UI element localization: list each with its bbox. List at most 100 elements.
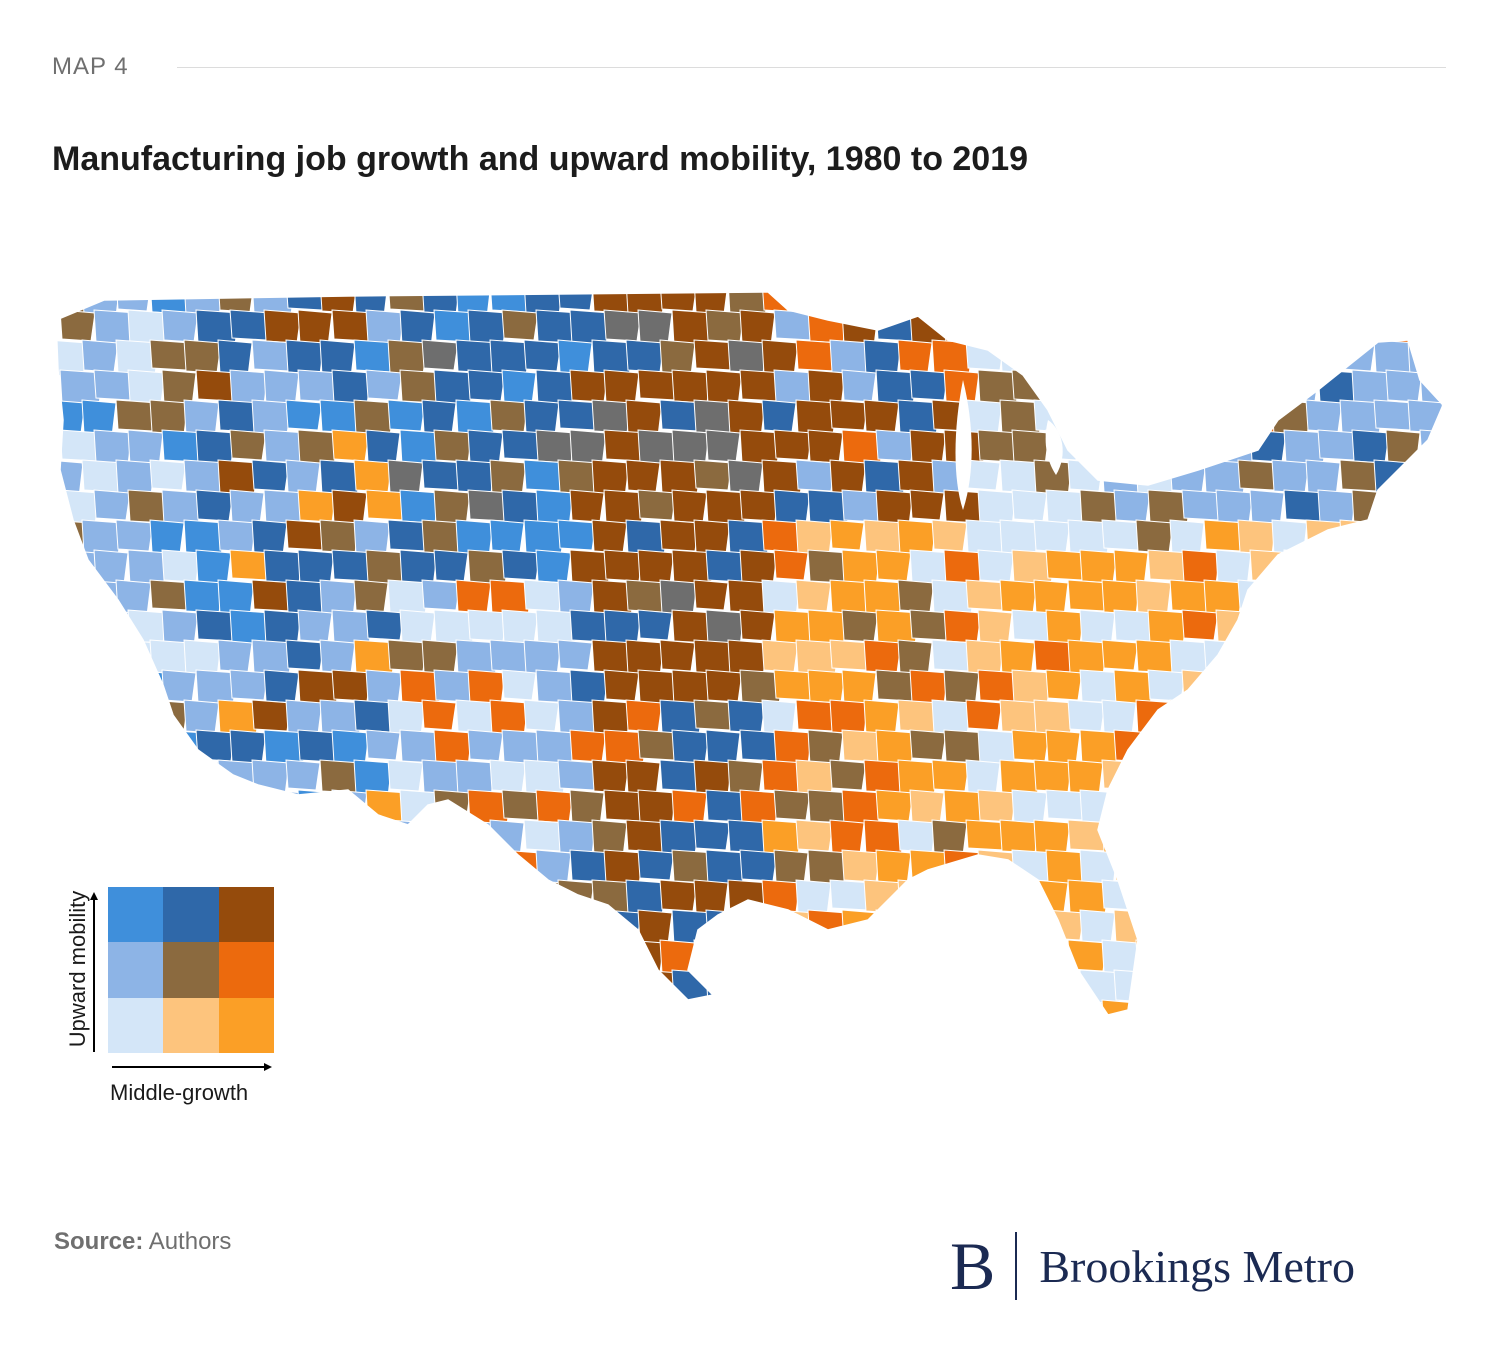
map-region (671, 369, 712, 404)
map-region (251, 399, 292, 436)
map-region (195, 789, 234, 826)
map-region (603, 669, 640, 702)
map-region (705, 429, 741, 463)
map-region (489, 819, 525, 857)
map-region (433, 549, 469, 583)
map-region (625, 999, 663, 1015)
map-region (331, 669, 372, 702)
map-region (251, 459, 290, 492)
map-region (331, 789, 368, 822)
map-region (693, 459, 733, 491)
map-region (909, 489, 945, 521)
map-region (1101, 759, 1145, 791)
us-map-svg (55, 291, 1458, 1060)
map-region (1317, 789, 1357, 821)
map-region (795, 879, 832, 916)
map-region (1454, 790, 1458, 824)
map-region (1135, 292, 1172, 314)
map-region (1101, 399, 1137, 431)
map-region (1339, 759, 1382, 796)
map-region (127, 369, 166, 404)
map-region (421, 879, 461, 915)
map-region (1033, 292, 1069, 313)
map-region (467, 369, 506, 402)
map-region (739, 909, 776, 946)
map-region (1249, 849, 1293, 887)
map-region (965, 399, 1003, 435)
map-region (1045, 309, 1085, 341)
map-region (1215, 489, 1254, 524)
map-region (795, 459, 836, 492)
map-region (1237, 879, 1275, 915)
map-region (693, 519, 731, 555)
brookings-metro-logo: B Brookings Metro (950, 1226, 1450, 1306)
map-title: Manufacturing job growth and upward mobi… (52, 140, 1029, 178)
map-region (1407, 459, 1443, 498)
map-region (285, 819, 329, 855)
map-region (433, 969, 475, 1007)
map-region (807, 429, 844, 464)
map-region (523, 399, 560, 436)
map-region (535, 969, 578, 1008)
legend-cell (163, 997, 219, 1053)
map-region (433, 429, 473, 463)
map-region (1373, 879, 1409, 911)
map-region (127, 789, 172, 828)
map-region (1385, 669, 1423, 707)
map-region (1441, 699, 1443, 733)
map-region (467, 309, 508, 346)
map-region (795, 292, 832, 316)
map-region (1135, 759, 1176, 794)
map-region (297, 489, 337, 523)
map-region (1215, 609, 1260, 644)
map-region (557, 879, 595, 911)
map-region (387, 699, 426, 736)
map-region (875, 909, 920, 942)
map-region (570, 1030, 606, 1060)
map-region (1317, 729, 1359, 765)
map-region (501, 669, 537, 701)
map-region (1237, 699, 1281, 731)
map-region (81, 339, 119, 373)
map-region (1305, 639, 1345, 673)
map-region (434, 1030, 472, 1060)
map-region (1407, 579, 1443, 618)
map-region (1385, 489, 1429, 523)
map-region (353, 999, 395, 1015)
map-region (489, 399, 529, 433)
map-region (59, 789, 100, 822)
map-region (557, 292, 595, 311)
map-region (81, 819, 123, 853)
map-region (863, 639, 902, 674)
map-region (1305, 292, 1347, 313)
map-region (1351, 729, 1390, 768)
map-region (795, 999, 838, 1015)
map-region (1249, 309, 1291, 343)
map-region (1181, 909, 1219, 945)
map-region (1339, 699, 1384, 732)
map-region (1385, 369, 1423, 403)
map-region (1135, 879, 1172, 914)
map-region (455, 579, 492, 614)
map-region (217, 639, 253, 673)
map-region (365, 969, 403, 1001)
map-region (502, 1030, 544, 1060)
bivariate-legend: Upward mobility Middle-growth (50, 870, 310, 1115)
map-region (489, 879, 533, 913)
map-region (285, 459, 321, 495)
map-region (842, 1030, 884, 1060)
map-region (1407, 519, 1443, 554)
map-region (229, 489, 265, 525)
map-region (331, 369, 372, 406)
map-region (1181, 429, 1225, 465)
map-region (659, 579, 698, 616)
map-region (875, 489, 914, 526)
map-region (399, 489, 440, 524)
map-region (705, 969, 743, 1007)
map-region (467, 729, 504, 762)
map-region (1385, 909, 1425, 947)
map-region (489, 999, 529, 1015)
map-region (1407, 939, 1443, 978)
map-region (1419, 489, 1443, 526)
map-region (1407, 759, 1443, 794)
